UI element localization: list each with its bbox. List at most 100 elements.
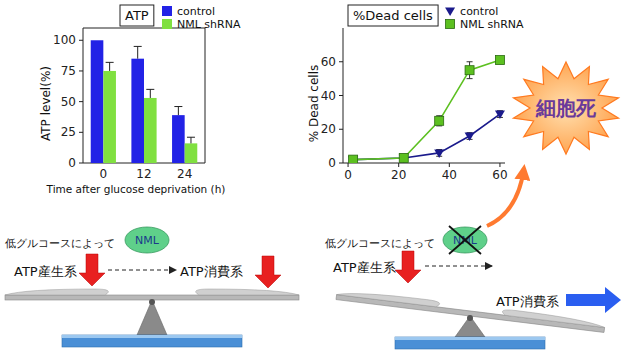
- y-tick: [79, 163, 83, 164]
- nml-ellipse: [125, 227, 169, 253]
- y-axis: [83, 28, 84, 163]
- line: [353, 60, 500, 160]
- error-cap: [467, 78, 473, 79]
- error-bar: [106, 62, 114, 71]
- y-tick-label: 75: [61, 64, 76, 78]
- base-top: [62, 335, 242, 338]
- legend-swatch: [445, 8, 455, 17]
- consumer-label: ATP消費系: [180, 264, 243, 279]
- fulcrum: [137, 300, 167, 335]
- legend-label: control: [177, 5, 215, 18]
- error-cap: [106, 62, 114, 63]
- bar: [144, 98, 157, 163]
- legend-swatch: [162, 6, 172, 16]
- error-bar: [146, 89, 154, 98]
- error-bar: [174, 107, 182, 116]
- error-cap: [467, 61, 473, 62]
- x-tick: [499, 163, 500, 167]
- pan: [502, 309, 605, 328]
- x-tick-label: 0: [344, 168, 352, 182]
- down-arrow: [79, 254, 105, 286]
- legend-entry: NML shRNA: [162, 18, 241, 31]
- down-arrow: [255, 256, 281, 288]
- pivot: [149, 299, 155, 305]
- y-tick: [79, 40, 83, 41]
- y-tick-label: 0: [68, 156, 76, 170]
- pan: [196, 289, 299, 295]
- y-tick: [339, 129, 343, 130]
- plot-area: [348, 56, 505, 163]
- error-stem: [190, 137, 191, 143]
- bar: [185, 143, 198, 163]
- y-tick-label: 25: [61, 125, 76, 139]
- base: [395, 337, 545, 349]
- bar: [131, 59, 144, 163]
- error-bar: [187, 137, 195, 143]
- error-cap: [174, 106, 182, 107]
- y-tick: [79, 132, 83, 133]
- title-box: [348, 5, 438, 26]
- legend-entry: control: [162, 5, 215, 18]
- error-stem: [150, 89, 151, 98]
- y-tick: [339, 95, 343, 96]
- y-tick: [79, 70, 83, 71]
- error-cap: [187, 137, 195, 138]
- legend-label: NML shRNA: [177, 18, 241, 31]
- error-stem: [109, 62, 110, 71]
- y-axis-label: ATP level(%): [39, 66, 53, 141]
- x-tick-label: 20: [391, 168, 406, 182]
- point: [465, 66, 474, 75]
- x-tick-label: 24: [177, 167, 192, 181]
- outcome-label: 細胞死: [535, 96, 597, 120]
- bar: [172, 115, 185, 163]
- bar: [91, 40, 104, 163]
- consumer-label: ATP消費系: [496, 294, 559, 309]
- y-tick-label: 60: [321, 55, 336, 69]
- legend-swatch: [446, 20, 455, 29]
- error-cap: [146, 89, 154, 90]
- nml-ellipse: [443, 227, 487, 253]
- point: [349, 155, 358, 163]
- chart: 02040600204060%Dead cellscontrolNML shRN…: [307, 5, 524, 182]
- y-tick: [339, 61, 343, 62]
- pivot: [467, 315, 473, 321]
- legend-entry: NML shRNA: [446, 18, 524, 31]
- seesaw-plank: [5, 289, 299, 300]
- point: [465, 133, 475, 142]
- fulcrum: [455, 316, 485, 337]
- legend-swatch: [162, 19, 172, 29]
- right-arrow: [566, 287, 621, 313]
- error-stem: [178, 107, 179, 116]
- legend-label: control: [460, 5, 498, 18]
- producer-label: ATP産生系: [14, 264, 77, 279]
- y-tick: [79, 101, 83, 102]
- point: [434, 149, 444, 158]
- error-cap: [134, 46, 142, 47]
- x-tick-label: 60: [492, 168, 507, 182]
- x-tick: [348, 163, 349, 167]
- pan: [5, 289, 108, 295]
- figure: 025507510001224ATPcontrolNML shRNAATP le…: [0, 0, 625, 355]
- x-tick-label: 40: [442, 168, 457, 182]
- point: [495, 56, 504, 65]
- y-tick-label: 20: [321, 122, 336, 136]
- nml-label: NML: [135, 234, 160, 247]
- dashed-arrow: [425, 266, 492, 267]
- cross: [449, 226, 481, 254]
- down-arrow: [395, 251, 421, 283]
- y-axis-label: % Dead cells: [307, 65, 321, 143]
- x-tick: [449, 163, 450, 167]
- plot-area: [91, 40, 198, 163]
- legend-label: NML shRNA: [460, 18, 524, 31]
- bar: [103, 71, 116, 163]
- dashed-arrow: [108, 270, 176, 271]
- error-bar: [134, 46, 142, 58]
- point: [399, 154, 409, 163]
- x-tick-label: 0: [100, 167, 108, 181]
- pan: [337, 289, 440, 308]
- y-tick-label: 100: [53, 33, 76, 47]
- point: [348, 156, 358, 163]
- title: ATP: [125, 8, 149, 23]
- y-tick-label: 40: [321, 89, 336, 103]
- point: [435, 116, 444, 125]
